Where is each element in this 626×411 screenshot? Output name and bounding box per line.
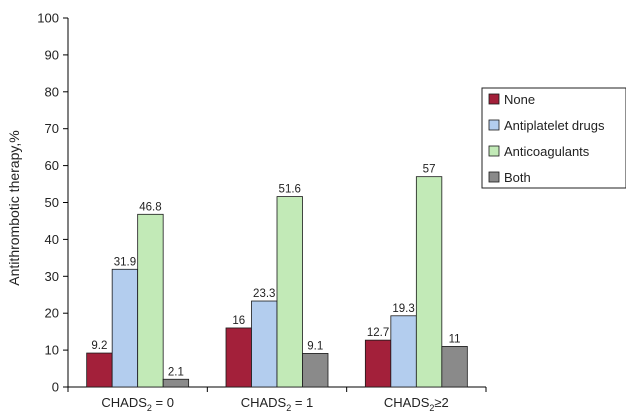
y-tick-label: 30 — [45, 269, 59, 284]
y-tick-label: 70 — [45, 121, 59, 136]
y-tick-label: 0 — [52, 380, 59, 395]
data-label: 23.3 — [253, 288, 275, 300]
bar — [111, 268, 139, 388]
bar — [137, 213, 164, 388]
data-label: 9.1 — [307, 340, 323, 352]
bar — [441, 346, 468, 388]
bar — [251, 300, 278, 388]
legend-label: Antiplatelet drugs — [504, 118, 605, 133]
legend-box — [481, 87, 626, 189]
data-label: 11 — [449, 333, 461, 345]
legend-swatch — [488, 171, 500, 183]
data-label: 16 — [232, 315, 245, 327]
data-label: 51.6 — [279, 184, 301, 196]
y-axis-label: Antithrombotic therapy,% — [6, 130, 22, 285]
data-label: 12.7 — [367, 327, 389, 339]
bar — [415, 176, 443, 388]
data-label: 19.3 — [392, 303, 414, 315]
category-label: CHADS2≥2 — [384, 395, 449, 411]
y-tick-label: 20 — [45, 306, 59, 321]
bars: 9.2 31.9 46.8 2.1 16 23.3 51.6 9.1 12.719.3 57 11 — [86, 164, 468, 388]
y-tick-label: 100 — [37, 11, 59, 26]
legend-label: Both — [504, 170, 531, 185]
bar — [225, 327, 252, 388]
bar — [276, 196, 303, 388]
data-label: 57 — [423, 164, 436, 176]
category-label: CHADS2 = 0 — [101, 395, 174, 411]
category-labels: CHADS2 = 0 CHADS2 = 1 CHADS2≥2 — [101, 395, 448, 411]
y-tick-label: 90 — [45, 47, 59, 62]
y-tick-label: 60 — [45, 158, 59, 173]
legend-swatch — [488, 145, 500, 157]
y-tick-label: 80 — [45, 84, 59, 99]
y-tick-label: 50 — [45, 195, 59, 210]
y-tick-label: 40 — [45, 232, 59, 247]
y-tick-label: 10 — [45, 343, 59, 358]
axes: 0 10 20 30 40 50 60 70 80 90 100 — [37, 11, 487, 395]
data-label: 31.9 — [114, 256, 136, 268]
data-label: 9.2 — [91, 340, 107, 352]
legend-swatch — [488, 119, 500, 131]
legend: None Antiplatelet drugs Anticoagulants Both — [481, 87, 626, 189]
bar — [86, 352, 113, 388]
data-label: 46.8 — [139, 201, 161, 213]
category-label: CHADS2 = 1 — [241, 395, 314, 411]
bar — [364, 339, 392, 388]
legend-swatch — [488, 93, 500, 105]
bar — [302, 353, 329, 388]
bar — [162, 378, 190, 388]
data-label: 2.1 — [168, 366, 184, 378]
legend-label: None — [504, 92, 535, 107]
bar — [390, 315, 417, 388]
legend-label: Anticoagulants — [504, 144, 590, 159]
